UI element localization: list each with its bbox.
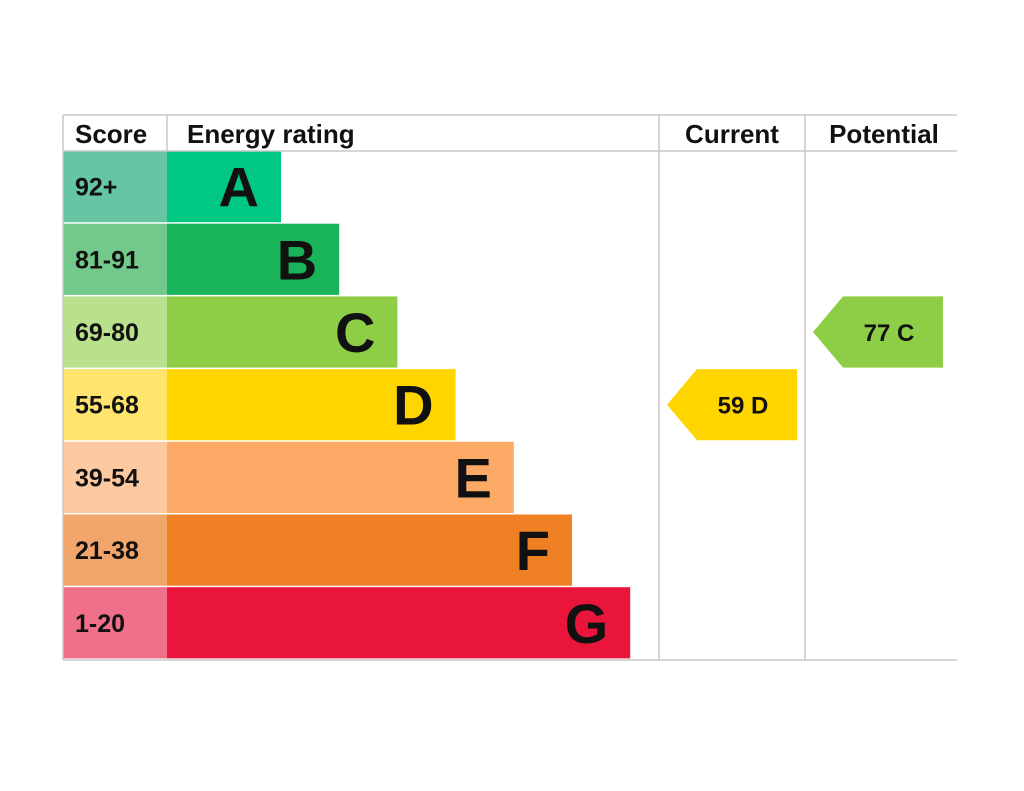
rating-bar-b bbox=[167, 223, 340, 295]
indicators-layer: 59 D 77 C bbox=[667, 296, 943, 441]
score-label-f: 21-38 bbox=[75, 537, 139, 565]
score-label-c: 69-80 bbox=[75, 319, 139, 347]
header-current: Current bbox=[685, 119, 779, 149]
grid-lines bbox=[62, 114, 957, 661]
potential-rating-label: 77 C bbox=[864, 320, 915, 347]
score-label-a: 92+ bbox=[75, 174, 117, 202]
score-cell-a bbox=[63, 151, 167, 223]
header-potential: Potential bbox=[829, 119, 939, 149]
rating-letter-e: E bbox=[454, 446, 491, 509]
rating-letter-d: D bbox=[393, 374, 433, 437]
score-cell-g bbox=[63, 587, 167, 659]
header-score: Score bbox=[75, 119, 147, 149]
score-label-e: 39-54 bbox=[75, 464, 139, 492]
bands-layer: 92+ A 81-91 B 69-80 C 55-68 D 39-54 E 21-38 F 1-20 G bbox=[63, 151, 631, 659]
rating-bar-c bbox=[167, 296, 398, 368]
rating-bar-e bbox=[167, 441, 514, 513]
rating-bar-d bbox=[167, 369, 456, 441]
header-row: Score Energy rating Current Potential bbox=[75, 119, 939, 149]
current-rating-label: 59 D bbox=[718, 393, 769, 420]
potential-rating-arrow bbox=[813, 296, 943, 368]
score-cell-f bbox=[63, 514, 167, 586]
rating-bar-g bbox=[167, 587, 631, 659]
score-label-b: 81-91 bbox=[75, 246, 139, 274]
rating-letter-b: B bbox=[277, 228, 317, 291]
score-cell-b bbox=[63, 223, 167, 295]
header-energy-rating: Energy rating bbox=[187, 119, 355, 149]
rating-letter-c: C bbox=[335, 301, 375, 364]
score-cell-e bbox=[63, 441, 167, 513]
score-label-g: 1-20 bbox=[75, 610, 125, 638]
score-cell-c bbox=[63, 296, 167, 368]
rating-letter-a: A bbox=[219, 156, 259, 219]
rating-bar-f bbox=[167, 514, 572, 586]
rating-letter-f: F bbox=[516, 519, 550, 582]
rating-bar-a bbox=[167, 151, 281, 223]
score-label-d: 55-68 bbox=[75, 392, 139, 420]
score-cell-d bbox=[63, 369, 167, 441]
current-rating-arrow bbox=[667, 369, 797, 441]
rating-letter-g: G bbox=[565, 592, 609, 655]
